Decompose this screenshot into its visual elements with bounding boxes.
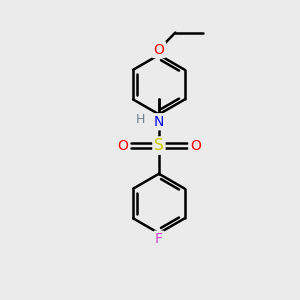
Text: O: O (154, 43, 164, 56)
Text: O: O (117, 139, 128, 152)
Text: S: S (154, 138, 164, 153)
Text: F: F (155, 232, 163, 246)
Text: H: H (136, 113, 145, 127)
Text: N: N (154, 115, 164, 129)
Text: O: O (190, 139, 201, 152)
